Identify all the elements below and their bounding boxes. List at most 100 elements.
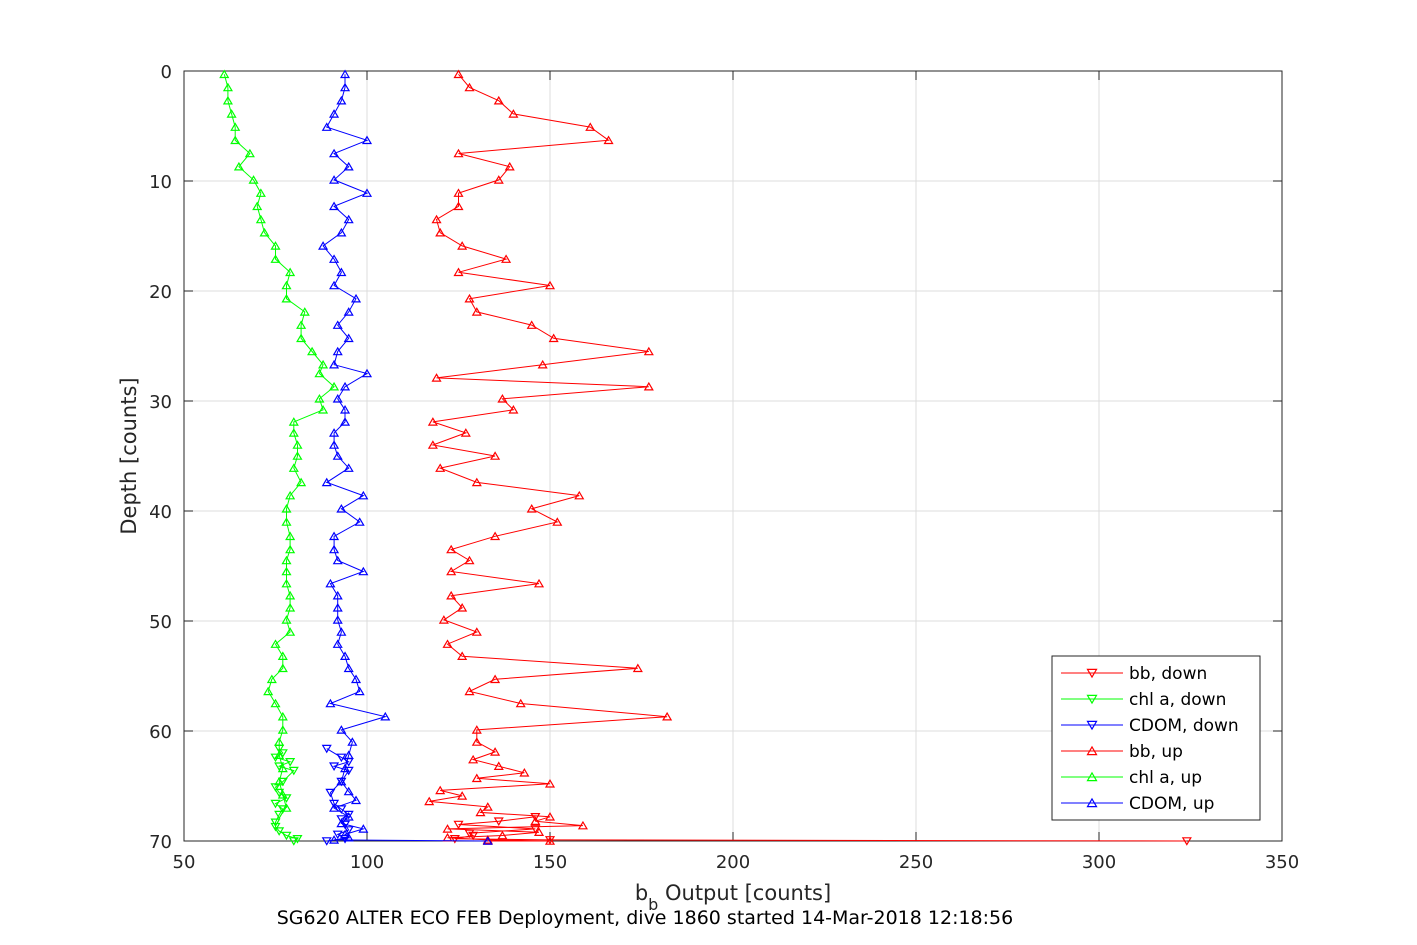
legend-swatch-marker bbox=[1086, 745, 1098, 756]
data-point-marker bbox=[332, 603, 343, 612]
data-point-marker bbox=[508, 405, 519, 414]
data-point-marker bbox=[343, 832, 354, 842]
data-point-marker bbox=[343, 333, 354, 343]
data-point-marker bbox=[482, 836, 493, 845]
data-point-marker bbox=[339, 82, 351, 92]
data-point-marker bbox=[321, 477, 332, 487]
legend-entry: bb, up bbox=[1061, 742, 1183, 762]
data-point-marker bbox=[329, 201, 340, 211]
data-point-marker bbox=[296, 333, 307, 343]
data-point-marker bbox=[314, 368, 325, 378]
data-point-marker bbox=[339, 763, 351, 773]
data-point-marker bbox=[497, 830, 508, 840]
data-point-marker bbox=[332, 394, 343, 403]
data-point-marker bbox=[288, 463, 299, 472]
legend-label: bb, down bbox=[1129, 664, 1207, 684]
data-point-marker bbox=[270, 639, 281, 648]
data-point-marker bbox=[332, 639, 343, 648]
data-point-marker bbox=[332, 615, 343, 624]
data-point-marker bbox=[339, 381, 351, 391]
data-point-marker bbox=[329, 381, 340, 391]
data-point-marker bbox=[603, 135, 614, 145]
data-point-marker bbox=[259, 227, 270, 237]
data-point-marker bbox=[332, 555, 343, 565]
data-point-marker bbox=[329, 803, 340, 812]
data-point-marker bbox=[431, 373, 442, 382]
legend-entry: bb, down bbox=[1061, 664, 1207, 684]
axis-ticks: 50 100 150 200 250 300 350 0 10 20 30 40 50 60 70 bbox=[149, 62, 1299, 873]
data-point-marker bbox=[343, 750, 354, 760]
data-point-marker bbox=[230, 122, 241, 131]
data-point-marker bbox=[329, 148, 340, 158]
data-point-marker bbox=[329, 440, 340, 449]
series-layer bbox=[219, 69, 1192, 846]
y-axis-title: Depth [counts] bbox=[117, 377, 141, 534]
data-point-marker bbox=[464, 82, 475, 92]
data-point-marker bbox=[544, 836, 556, 845]
data-point-marker bbox=[270, 254, 281, 263]
data-point-marker bbox=[285, 544, 296, 554]
data-point-marker bbox=[270, 698, 281, 708]
data-point-marker bbox=[339, 651, 351, 661]
data-point-marker bbox=[493, 95, 504, 105]
y-tick-label: 70 bbox=[149, 832, 172, 853]
legend-box bbox=[1051, 655, 1261, 821]
data-point-marker bbox=[222, 82, 233, 92]
data-point-marker bbox=[288, 417, 299, 426]
data-point-marker bbox=[585, 122, 596, 131]
data-point-marker bbox=[530, 812, 541, 822]
data-point-marker bbox=[292, 451, 303, 460]
data-point-marker bbox=[314, 394, 325, 403]
data-point-marker bbox=[329, 280, 340, 290]
data-point-marker bbox=[329, 254, 340, 263]
data-point-marker bbox=[270, 753, 281, 763]
data-point-marker bbox=[354, 517, 365, 526]
data-point-marker bbox=[471, 773, 482, 783]
data-point-marker bbox=[296, 477, 307, 487]
data-point-marker bbox=[471, 737, 482, 746]
data-point-marker bbox=[530, 816, 541, 826]
data-point-marker bbox=[453, 148, 464, 158]
data-point-marker bbox=[285, 267, 296, 277]
data-point-marker bbox=[274, 810, 285, 820]
data-point-marker bbox=[442, 824, 453, 833]
data-point-marker bbox=[380, 711, 391, 721]
data-point-marker bbox=[358, 824, 369, 833]
legend-label: CDOM, down bbox=[1129, 716, 1239, 736]
data-point-marker bbox=[277, 651, 288, 661]
x-axis-title-main: b bbox=[635, 881, 648, 905]
data-point-marker bbox=[281, 566, 292, 576]
data-point-marker bbox=[288, 428, 299, 437]
series-3 bbox=[424, 69, 673, 845]
legend-swatch-marker bbox=[1086, 668, 1098, 679]
data-point-marker bbox=[252, 201, 263, 211]
data-point-marker bbox=[530, 825, 541, 834]
x-axis-title: bb Output [counts] bbox=[635, 881, 831, 914]
data-point-marker bbox=[361, 188, 373, 197]
x-tick-label: 100 bbox=[350, 852, 384, 873]
data-point-marker bbox=[296, 320, 307, 329]
data-point-marker bbox=[244, 148, 255, 158]
data-point-marker bbox=[343, 463, 354, 472]
data-point-marker bbox=[307, 346, 318, 356]
data-point-marker bbox=[263, 686, 274, 696]
y-tick-label: 60 bbox=[149, 722, 172, 743]
data-point-marker bbox=[464, 293, 475, 303]
x-axis-title-subscript: b bbox=[648, 895, 658, 914]
data-point-marker bbox=[336, 95, 347, 105]
data-point-marker bbox=[526, 504, 537, 513]
y-tick-label: 30 bbox=[149, 392, 172, 413]
data-point-marker bbox=[329, 428, 340, 437]
data-point-marker bbox=[339, 829, 351, 839]
data-point-marker bbox=[493, 175, 504, 184]
data-point-marker bbox=[332, 451, 343, 460]
y-tick-label: 10 bbox=[149, 172, 172, 193]
data-point-marker bbox=[325, 698, 336, 708]
legend-entry: chl a, down bbox=[1061, 690, 1226, 710]
data-point-marker bbox=[233, 161, 244, 171]
data-point-marker bbox=[343, 214, 354, 224]
figure-caption: SG620 ALTER ECO FEB Deployment, dive 186… bbox=[277, 907, 1013, 929]
data-point-marker bbox=[427, 417, 438, 426]
data-point-marker bbox=[343, 786, 354, 796]
data-point-marker bbox=[281, 517, 292, 526]
